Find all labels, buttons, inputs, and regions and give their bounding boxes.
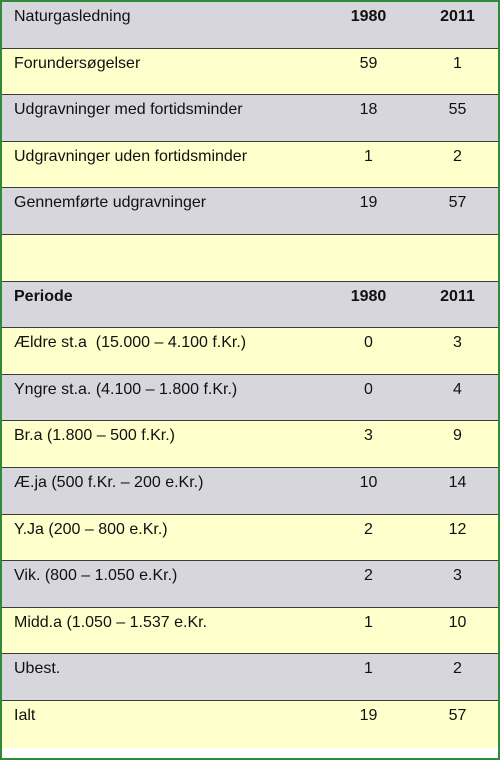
table-row: Ialt 19 57 [2,700,498,748]
value-2011: 2011 [440,287,475,305]
row-label: Gennemførte udgravninger [14,194,207,212]
row-label [2,235,320,241]
value-1980 [320,235,417,241]
table-row: Midd.a (1.050 – 1.537 e.Kr. 1 10 [2,607,498,655]
table-row: Udgravninger med fortidsminder 18 55 [2,95,498,142]
value-2011: 2 [453,660,462,678]
value-2011: 3 [453,567,462,585]
table-row: Gennemførte udgravninger 19 57 [2,188,498,235]
value-2011: 1 [453,54,462,72]
value-1980: 1980 [350,8,387,25]
row-label: Y.Ja (200 – 800 e.Kr.) [14,520,168,538]
value-1980: 1 [364,660,373,678]
row-label: Ialt [14,706,36,724]
value-1980: 2 [364,567,373,585]
value-2011: 3 [453,334,462,352]
row-label: Ældre st.a (15.000 – 4.100 f.Kr.) [14,334,247,352]
row-label: Æ.ja (500 f.Kr. – 200 e.Kr.) [14,473,204,491]
value-1980: 1980 [350,287,387,305]
table-row: Vik. (800 – 1.050 e.Kr.) 2 3 [2,561,498,608]
value-1980: 0 [364,334,373,352]
row-label: Naturgasledning [14,8,131,25]
spacer-row [2,234,498,282]
value-1980: 10 [359,473,378,491]
value-1980: 18 [359,101,378,119]
value-2011 [417,235,498,241]
value-2011: 10 [448,613,467,631]
row-label: Udgravninger uden fortidsminder [14,147,248,165]
value-2011: 12 [448,520,467,538]
table-row: Y.Ja (200 – 800 e.Kr.) 2 12 [2,514,498,562]
value-2011: 14 [448,473,467,491]
value-2011: 55 [448,101,467,119]
table-row: Udgravninger uden fortidsminder 1 2 [2,141,498,189]
row-label: Br.a (1.800 – 500 f.Kr.) [14,427,175,445]
table-row: Ubest. 1 2 [2,654,498,701]
value-2011: 2 [453,147,462,165]
value-2011: 57 [448,194,467,212]
row-label: Yngre st.a. (4.100 – 1.800 f.Kr.) [14,380,238,398]
row-label: Vik. (800 – 1.050 e.Kr.) [14,567,178,585]
value-1980: 0 [364,380,373,398]
value-2011: 2011 [440,8,475,25]
row-label: Periode [14,287,73,305]
row-label: Udgravninger med fortidsminder [14,101,243,119]
value-1980: 19 [359,194,378,212]
table-row: Ældre st.a (15.000 – 4.100 f.Kr.) 0 3 [2,328,498,375]
value-1980: 59 [359,54,378,72]
value-1980: 3 [364,427,373,445]
value-1980: 1 [364,147,373,165]
row-label: Ubest. [14,660,61,678]
value-1980: 2 [364,520,373,538]
table-row: Æ.ja (500 f.Kr. – 200 e.Kr.) 10 14 [2,467,498,515]
row-label: Midd.a (1.050 – 1.537 e.Kr. [14,613,208,631]
row-label: Forundersøgelser [14,54,141,72]
table-header-row: Naturgasledning 1980 2011 [2,2,498,49]
value-1980: 1 [364,613,373,631]
value-2011: 9 [453,427,462,445]
table-row: Br.a (1.800 – 500 f.Kr.) 3 9 [2,421,498,468]
table-row: Forundersøgelser 59 1 [2,48,498,96]
value-2011: 57 [448,706,467,724]
table-row: Yngre st.a. (4.100 – 1.800 f.Kr.) 0 4 [2,374,498,422]
value-1980: 19 [359,706,378,724]
value-2011: 4 [453,380,462,398]
table-header-row: Periode 1980 2011 [2,281,498,329]
